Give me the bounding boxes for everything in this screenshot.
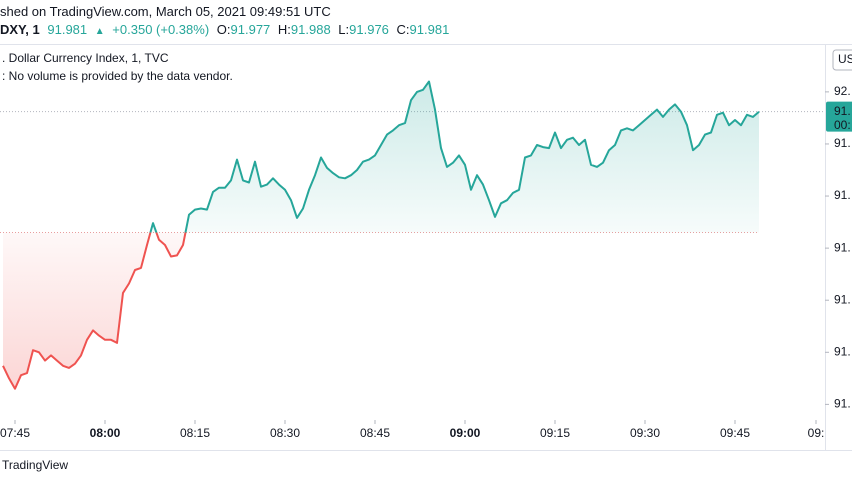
chart-title: . Dollar Currency Index, 1, TVC	[2, 51, 169, 65]
l-label: L:	[338, 22, 350, 37]
x-tick-label: 07:45	[0, 426, 30, 440]
change: +0.350 (+0.38%)	[112, 22, 210, 37]
y-tick-label: 91.	[834, 344, 851, 358]
published-line: shed on TradingView.com, March 05, 2021 …	[0, 4, 335, 19]
x-tick-label: 09:	[808, 426, 825, 440]
low: 91.976	[349, 22, 389, 37]
y-tick-label: 91.	[834, 292, 851, 306]
y-tick-label: 92.	[834, 84, 851, 98]
x-tick-label: 08:30	[270, 426, 300, 440]
area-fill	[3, 81, 759, 389]
open: 91.977	[230, 22, 271, 37]
c-label: C:	[396, 22, 410, 37]
x-tick-label: 09:15	[540, 426, 570, 440]
high: 91.988	[290, 22, 331, 37]
ohlc-line: DXY, 1 91.981 ▲ +0.350 (+0.38%) O:91.977…	[0, 22, 453, 37]
price-line	[2, 80, 760, 390]
published: shed on TradingView.com, March 05, 2021 …	[0, 4, 331, 19]
price-label-timer: 00:	[834, 118, 851, 132]
x-tick-label: 08:00	[90, 426, 121, 440]
y-tick-label: 91.	[834, 240, 851, 254]
h-label: H:	[277, 22, 291, 37]
currency: US	[838, 52, 852, 66]
y-tick-label: 91.	[834, 136, 851, 150]
y-tick-label: 91.	[834, 397, 851, 411]
footer: TradingView	[2, 458, 68, 472]
o-label: O:	[216, 22, 231, 37]
symbol: DXY, 1	[0, 22, 40, 37]
x-tick-label: 08:45	[360, 426, 390, 440]
last-price: 91.981	[47, 22, 88, 37]
close: 91.981	[409, 22, 450, 37]
arrow: ▲	[94, 26, 105, 37]
x-tick-label: 09:30	[630, 426, 660, 440]
x-tick-label: 09:00	[450, 426, 481, 440]
x-tick-label: 08:15	[180, 426, 210, 440]
price-label: 91.	[834, 104, 851, 118]
price-label-box	[826, 101, 852, 132]
currency-box	[832, 49, 852, 71]
volume-note: : No volume is provided by the data vend…	[2, 69, 233, 83]
x-tick-label: 09:45	[720, 426, 750, 440]
y-tick-label: 91.	[834, 188, 851, 202]
